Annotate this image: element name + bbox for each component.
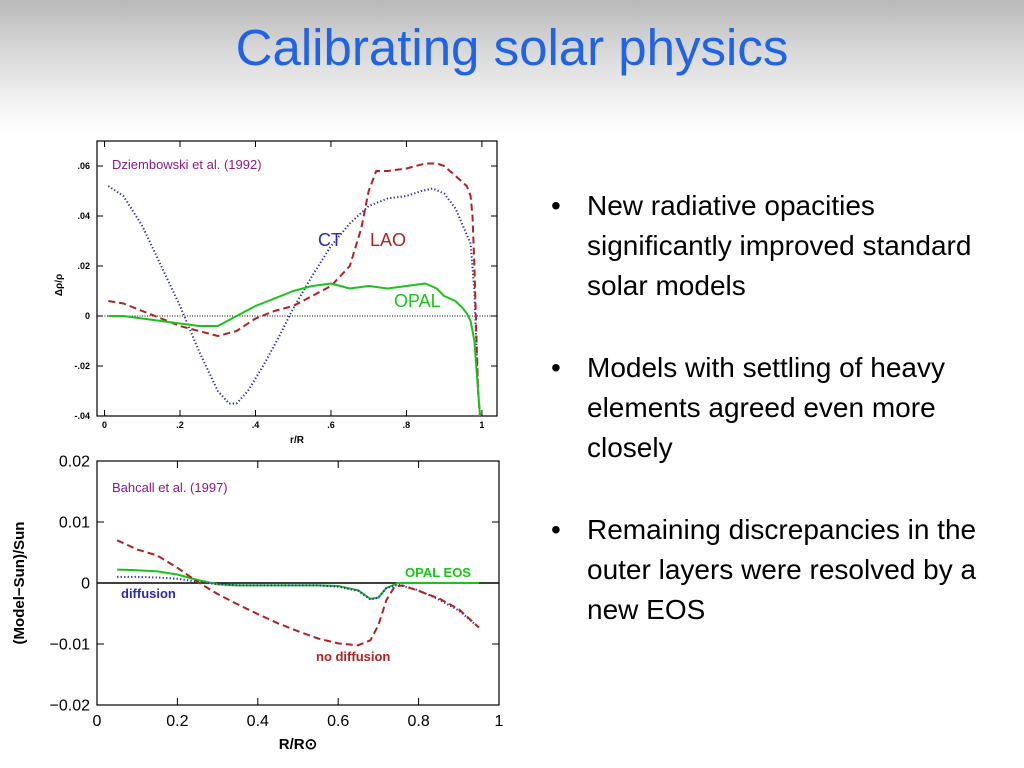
series-line-opal bbox=[108, 282, 481, 417]
plot-frame bbox=[96, 140, 498, 417]
x-tick-label: 0 bbox=[102, 420, 107, 430]
x-tick-label: 0.8 bbox=[407, 713, 429, 730]
chart-annotation: Dziembowski et al. (1992) bbox=[112, 157, 262, 172]
series-label: OPAL EOS bbox=[405, 565, 471, 580]
y-tick-label: 0.02 bbox=[59, 454, 90, 471]
y-tick-label: 0.01 bbox=[59, 515, 90, 532]
series-line-diffusion bbox=[117, 575, 480, 629]
bullet-text: New radiative opacities significantly im… bbox=[587, 190, 972, 301]
bullet-text: Remaining discrepancies in the outer lay… bbox=[587, 514, 977, 625]
x-tick-label: 1 bbox=[495, 713, 504, 730]
y-tick-label: −0.01 bbox=[50, 637, 91, 654]
series-line-no-diffusion bbox=[116, 539, 480, 647]
y-axis-label: (Model−Sun)/Sun bbox=[11, 522, 28, 645]
y-tick-label: -.02 bbox=[74, 361, 90, 371]
x-tick-label: .8 bbox=[403, 420, 411, 430]
y-tick-label: −0.02 bbox=[50, 698, 91, 715]
bullet-glyph: • bbox=[551, 514, 561, 545]
series-label: diffusion bbox=[121, 586, 176, 601]
y-tick-label: 0 bbox=[85, 311, 90, 321]
x-tick-label: .2 bbox=[176, 420, 184, 430]
x-axis-label: r/R bbox=[290, 435, 305, 446]
series-label: OPAL bbox=[394, 291, 441, 311]
series-line-opal-eos bbox=[117, 568, 479, 600]
y-tick-label: .06 bbox=[77, 161, 90, 171]
chart-annotation: Bahcall et al. (1997) bbox=[112, 480, 228, 495]
x-tick-label: 0.2 bbox=[166, 713, 188, 730]
x-tick-label: 0.4 bbox=[247, 713, 269, 730]
slide-title: Calibrating solar physics bbox=[235, 19, 789, 76]
bullet-item: • New radiative opacities significantly i… bbox=[545, 186, 985, 306]
y-tick-label: 0 bbox=[81, 576, 90, 593]
bullet-list: • New radiative opacities significantly i… bbox=[545, 186, 985, 672]
y-tick-label: .02 bbox=[77, 261, 90, 271]
bullet-item: • Models with settling of heavy elements … bbox=[545, 348, 985, 468]
series-line-lao bbox=[108, 162, 481, 417]
bullet-glyph: • bbox=[551, 190, 561, 221]
series-label: LAO bbox=[370, 230, 406, 250]
x-axis-label: R/R⊙ bbox=[279, 736, 317, 753]
bullet-text: Models with settling of heavy elements a… bbox=[587, 352, 945, 463]
bullet-item: • Remaining discrepancies in the outer la… bbox=[545, 510, 985, 630]
series-label: no diffusion bbox=[316, 649, 390, 664]
x-tick-label: 1 bbox=[479, 420, 484, 430]
bullet-glyph: • bbox=[551, 352, 561, 383]
series-label: CT bbox=[318, 230, 342, 250]
x-tick-label: .4 bbox=[252, 420, 260, 430]
y-axis-label: Δρ/ρ bbox=[54, 274, 65, 296]
x-tick-label: .6 bbox=[327, 420, 335, 430]
x-tick-label: 0.6 bbox=[327, 713, 349, 730]
y-tick-label: -.04 bbox=[74, 411, 90, 421]
x-tick-label: 0 bbox=[93, 713, 102, 730]
y-tick-label: .04 bbox=[77, 211, 90, 221]
